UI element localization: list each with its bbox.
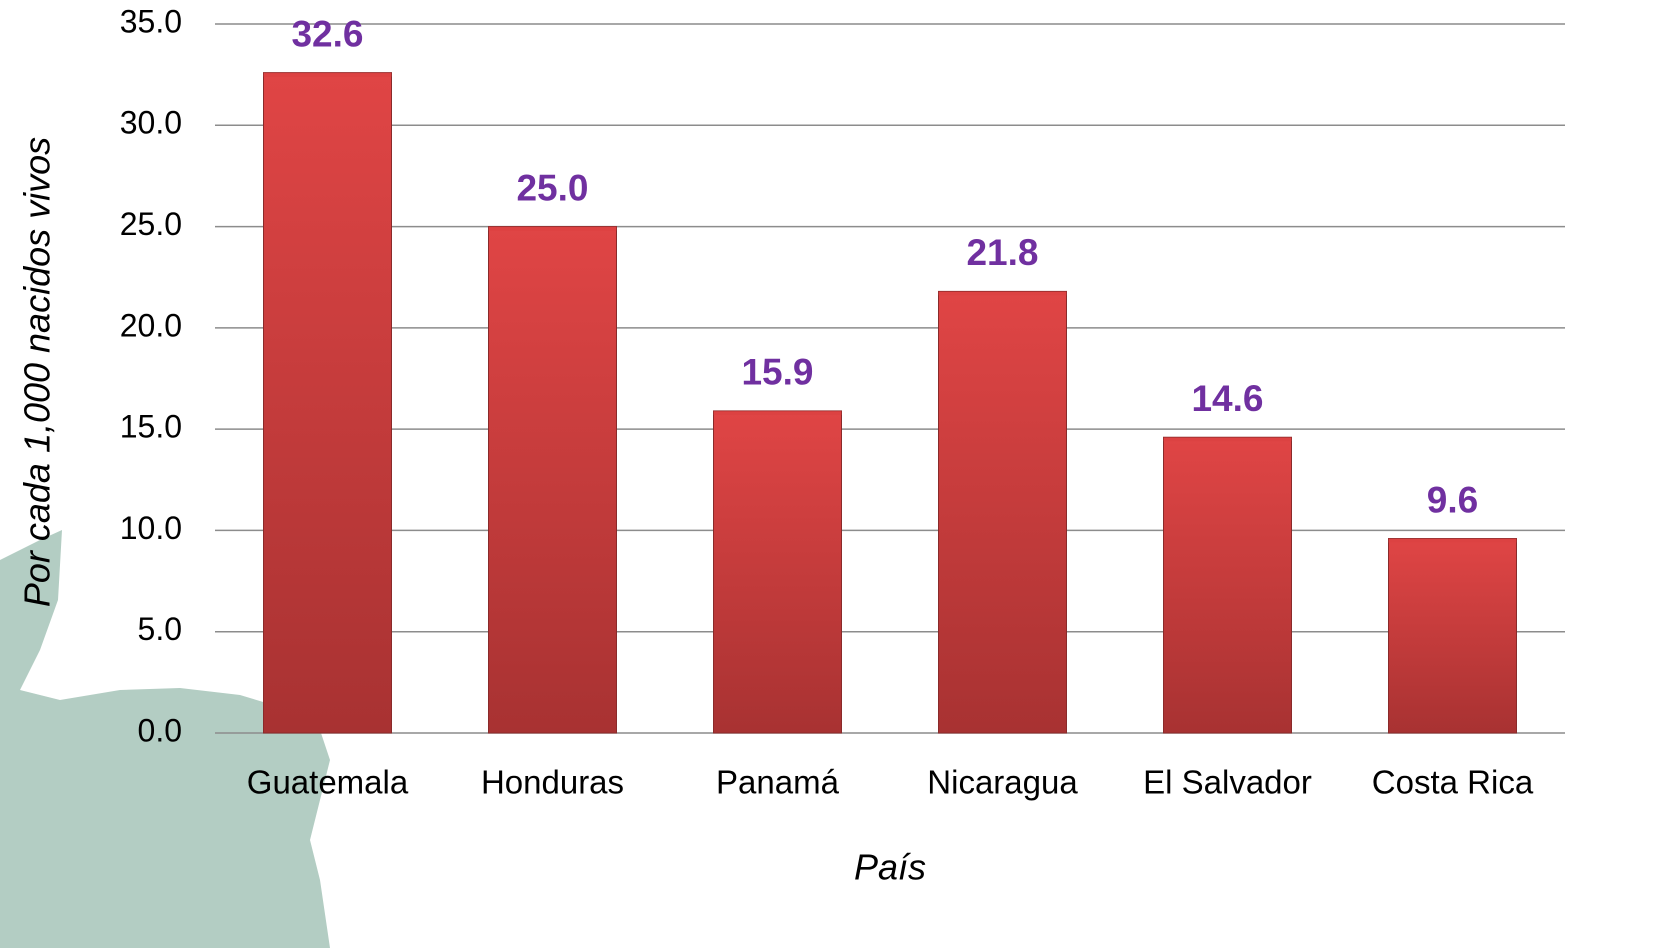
data-label: 9.6 bbox=[1427, 479, 1478, 520]
bar-highlight bbox=[713, 410, 842, 415]
x-tick-label: Nicaragua bbox=[927, 764, 1078, 801]
y-tick-label: 25.0 bbox=[120, 206, 182, 242]
bar bbox=[263, 72, 392, 734]
bar-highlight bbox=[1388, 538, 1517, 543]
bar-highlight bbox=[488, 226, 617, 231]
data-label: 14.6 bbox=[1191, 378, 1263, 419]
x-tick-label: Panamá bbox=[716, 764, 840, 801]
y-tick-label: 35.0 bbox=[120, 3, 182, 39]
y-tick-label: 0.0 bbox=[138, 712, 182, 748]
x-tick-label: Guatemala bbox=[247, 764, 409, 801]
bar-highlight bbox=[1163, 437, 1292, 442]
x-axis-title: País bbox=[854, 847, 926, 888]
x-tick-label: El Salvador bbox=[1143, 764, 1312, 801]
bar bbox=[938, 290, 1067, 734]
y-tick-label: 20.0 bbox=[120, 307, 182, 343]
y-axis-title: Por cada 1,000 nacidos vivos bbox=[17, 137, 58, 607]
data-label: 25.0 bbox=[516, 167, 588, 208]
bar bbox=[1163, 436, 1292, 734]
data-label: 32.6 bbox=[291, 13, 363, 54]
data-label: 15.9 bbox=[741, 352, 813, 393]
bar bbox=[713, 410, 842, 734]
x-tick-label: Honduras bbox=[481, 764, 624, 801]
data-label: 21.8 bbox=[966, 232, 1038, 273]
y-tick-label: 10.0 bbox=[120, 510, 182, 546]
y-tick-label: 5.0 bbox=[138, 611, 182, 647]
bar bbox=[1388, 538, 1517, 734]
bar-highlight bbox=[938, 291, 1067, 296]
y-tick-label: 30.0 bbox=[120, 105, 182, 141]
x-tick-label: Costa Rica bbox=[1372, 764, 1534, 801]
bar bbox=[488, 226, 617, 734]
y-tick-label: 15.0 bbox=[120, 409, 182, 445]
background-map bbox=[0, 530, 330, 948]
bar-highlight bbox=[263, 72, 392, 77]
